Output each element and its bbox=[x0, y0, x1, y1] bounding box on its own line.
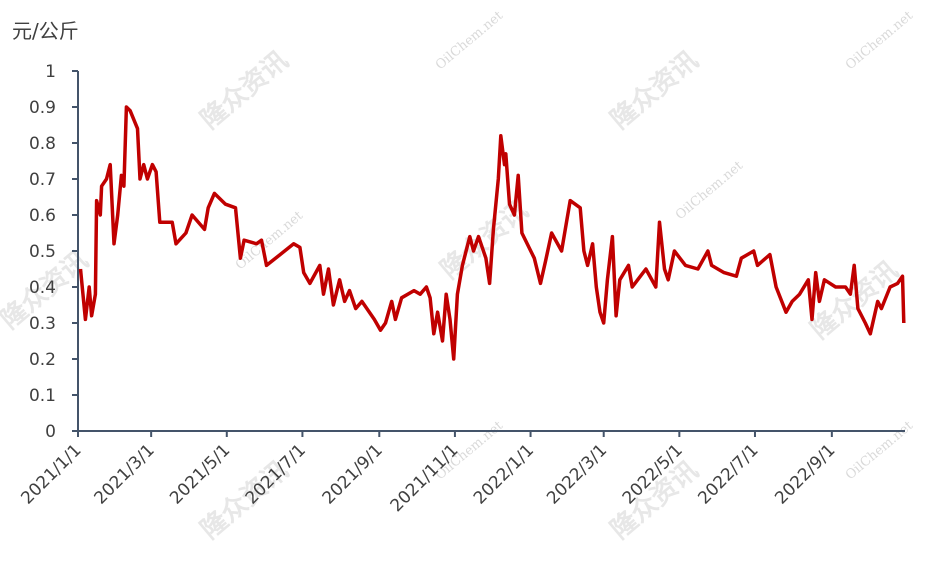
x-tick-label: 2021/11/1 bbox=[387, 440, 463, 516]
watermark: 隆众资讯 bbox=[195, 46, 294, 136]
price-line bbox=[78, 105, 906, 361]
x-tick-label: 2021/9/1 bbox=[319, 440, 387, 508]
y-tick-label: 0 bbox=[45, 422, 56, 442]
y-tick-label: 0.8 bbox=[29, 134, 56, 154]
y-tick-label: 0.1 bbox=[29, 386, 56, 406]
x-tick-label: 2021/1/1 bbox=[17, 440, 85, 508]
x-tick-label: 2022/7/1 bbox=[694, 440, 762, 508]
watermark: OilChem.net bbox=[433, 8, 507, 73]
watermark: OilChem.net bbox=[673, 158, 747, 223]
y-tick-label: 0.7 bbox=[29, 170, 56, 190]
y-axis-label: 元/公斤 bbox=[12, 19, 79, 43]
watermark: OilChem.net bbox=[843, 8, 917, 73]
y-tick-label: 0.4 bbox=[29, 278, 56, 298]
watermark: 隆众资讯 bbox=[605, 46, 704, 136]
y-tick-label: 0.9 bbox=[29, 98, 56, 118]
y-tick-label: 0.3 bbox=[29, 314, 56, 334]
x-tick-label: 2021/3/1 bbox=[91, 440, 159, 508]
y-tick-label: 1 bbox=[45, 62, 56, 82]
x-tick-label: 2022/9/1 bbox=[771, 440, 839, 508]
y-tick-label: 0.2 bbox=[29, 350, 56, 370]
y-tick-label: 0.5 bbox=[29, 242, 56, 262]
watermark: OilChem.net bbox=[843, 418, 917, 483]
x-tick-label: 2022/3/1 bbox=[543, 440, 611, 508]
y-tick-label: 0.6 bbox=[29, 206, 56, 226]
